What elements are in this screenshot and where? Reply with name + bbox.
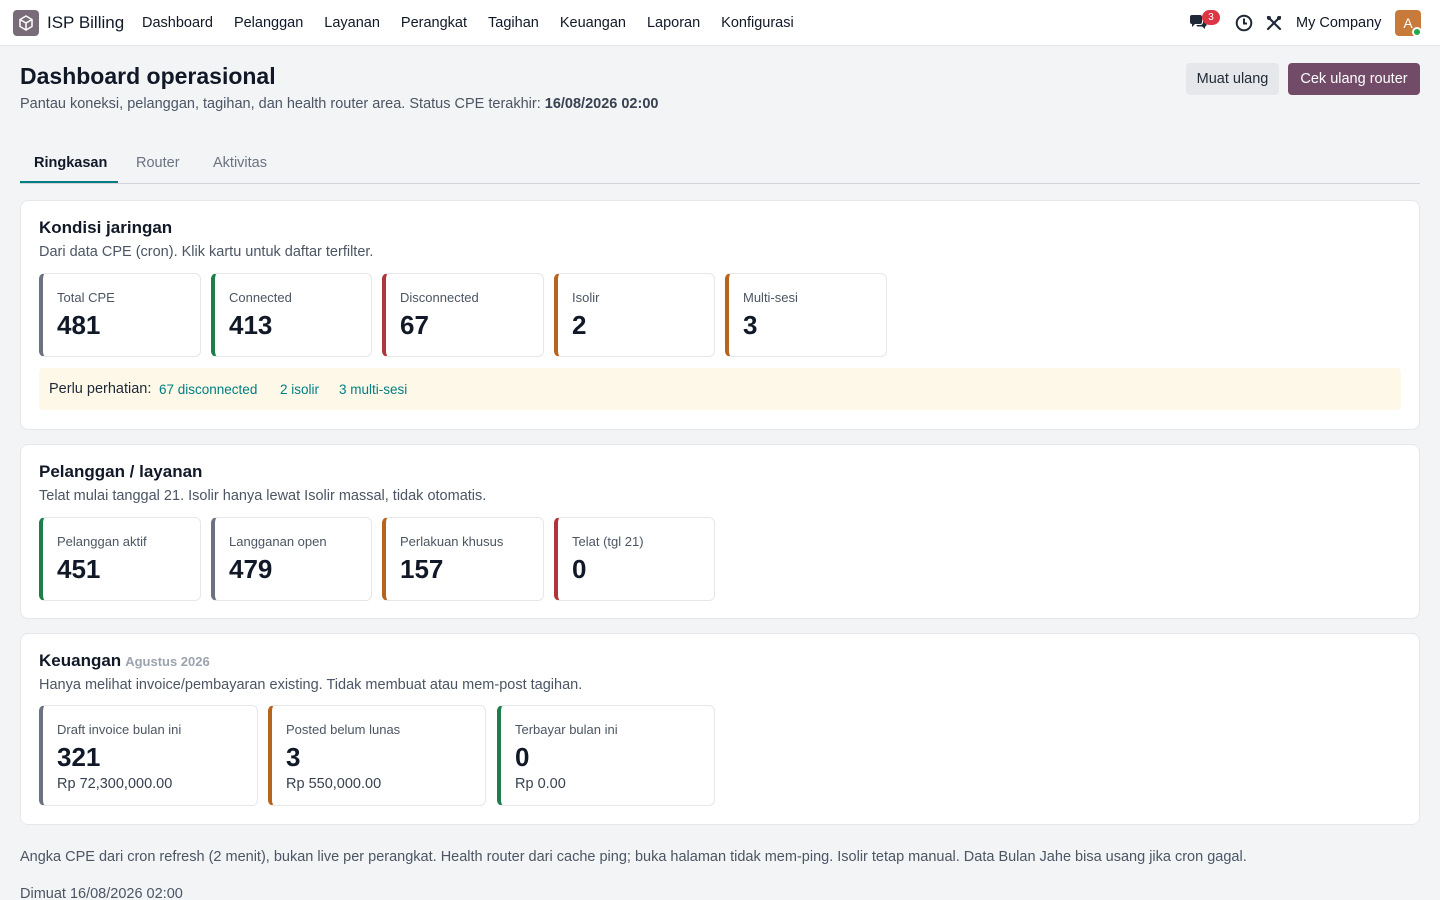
attention-link-isolir[interactable]: 2 isolir xyxy=(280,382,320,397)
active-tab-indicator xyxy=(20,181,118,183)
tab-bar: Ringkasan Router Aktivitas xyxy=(20,143,1420,184)
kpi-value: 481 xyxy=(57,310,101,340)
attention-label: Perlu perhatian: xyxy=(49,381,152,397)
reload-button[interactable]: Muat ulang xyxy=(1186,63,1279,95)
last-status-time: 16/08/2026 02:00 xyxy=(544,96,659,112)
app-name[interactable]: ISP Billing xyxy=(47,13,125,32)
menu-layanan[interactable]: Layanan xyxy=(324,15,380,31)
kpi-label: Telat (tgl 21) xyxy=(572,534,644,549)
kpi-connected[interactable]: Connected 413 xyxy=(211,273,372,357)
loaded-timestamp: Dimuat 16/08/2026 02:00 xyxy=(20,886,183,900)
kpi-value: 479 xyxy=(229,554,273,584)
network-section-subtitle: Dari data CPE (cron). Klik kartu untuk d… xyxy=(39,244,374,260)
kpi-amount: Rp 72,300,000.00 xyxy=(57,776,173,792)
kpi-value: 3 xyxy=(286,742,301,772)
main-menu: Dashboard Pelanggan Layanan Perangkat Ta… xyxy=(142,15,815,31)
page-subtitle: Pantau koneksi, pelanggan, tagihan, dan … xyxy=(20,96,658,112)
kpi-label: Disconnected xyxy=(400,290,479,305)
user-avatar[interactable]: A xyxy=(1395,10,1421,36)
kpi-label: Perlakuan khusus xyxy=(400,534,504,549)
network-section: Kondisi jaringan Dari data CPE (cron). K… xyxy=(20,200,1420,430)
kpi-label: Isolir xyxy=(572,290,600,305)
kpi-label: Connected xyxy=(229,290,292,305)
kpi-label: Langganan open xyxy=(229,534,327,549)
customers-section: Pelanggan / layanan Telat mulai tanggal … xyxy=(20,444,1420,619)
kpi-value: 321 xyxy=(57,742,101,772)
kpi-isolir[interactable]: Isolir 2 xyxy=(554,273,715,357)
kpi-total-cpe[interactable]: Total CPE 481 xyxy=(39,273,201,357)
kpi-label: Posted belum lunas xyxy=(286,722,401,737)
attention-link-disconnected[interactable]: 67 disconnected xyxy=(159,382,258,397)
menu-pelanggan[interactable]: Pelanggan xyxy=(233,15,304,31)
kpi-multi-session[interactable]: Multi-sesi 3 xyxy=(725,273,887,357)
footnote: Angka CPE dari cron refresh (2 menit), b… xyxy=(20,849,1247,865)
kpi-amount: Rp 0.00 xyxy=(515,776,566,792)
menu-dashboard[interactable]: Dashboard xyxy=(142,15,213,31)
kpi-posted-unpaid[interactable]: Posted belum lunas 3 Rp 550,000.00 xyxy=(268,705,486,806)
kpi-label: Total CPE xyxy=(57,290,115,305)
kpi-late[interactable]: Telat (tgl 21) 0 xyxy=(554,517,715,601)
tab-router[interactable]: Router xyxy=(136,155,180,171)
tab-aktivitas[interactable]: Aktivitas xyxy=(213,155,267,171)
menu-konfigurasi[interactable]: Konfigurasi xyxy=(721,15,794,31)
kpi-value: 451 xyxy=(57,554,101,584)
clock-icon[interactable] xyxy=(1234,13,1254,33)
top-navbar: ISP Billing Dashboard Pelanggan Layanan … xyxy=(0,0,1440,46)
kpi-value: 3 xyxy=(743,310,758,340)
tools-icon[interactable] xyxy=(1264,13,1284,33)
network-section-title: Kondisi jaringan xyxy=(39,218,173,237)
kpi-active-customers[interactable]: Pelanggan aktif 451 xyxy=(39,517,201,601)
kpi-value: 413 xyxy=(229,310,273,340)
menu-keuangan[interactable]: Keuangan xyxy=(559,15,626,31)
kpi-label: Multi-sesi xyxy=(743,290,798,305)
finance-section: Keuangan Agustus 2026 Hanya melihat invoi… xyxy=(20,633,1420,825)
attention-link-multi-session[interactable]: 3 multi-sesi xyxy=(339,382,408,397)
online-status-icon xyxy=(1412,27,1422,37)
finance-title: Keuangan xyxy=(39,651,122,670)
menu-perangkat[interactable]: Perangkat xyxy=(400,15,468,31)
kpi-value: 2 xyxy=(572,310,587,340)
kpi-special-treatment[interactable]: Perlakuan khusus 157 xyxy=(382,517,544,601)
kpi-label: Terbayar bulan ini xyxy=(515,722,618,737)
kpi-value: 0 xyxy=(572,554,587,584)
page-subtitle-text: Pantau koneksi, pelanggan, tagihan, dan … xyxy=(20,96,541,112)
menu-laporan[interactable]: Laporan xyxy=(646,15,701,31)
finance-section-title: Keuangan Agustus 2026 xyxy=(39,651,210,671)
kpi-value: 67 xyxy=(400,310,429,340)
recheck-router-button[interactable]: Cek ulang router xyxy=(1288,63,1420,95)
page-title: Dashboard operasional xyxy=(20,63,276,89)
finance-period: Agustus 2026 xyxy=(125,654,210,669)
kpi-label: Draft invoice bulan ini xyxy=(57,722,182,737)
messages-count-badge: 3 xyxy=(1202,10,1220,25)
menu-tagihan[interactable]: Tagihan xyxy=(488,15,539,31)
kpi-disconnected[interactable]: Disconnected 67 xyxy=(382,273,544,357)
customers-section-title: Pelanggan / layanan xyxy=(39,462,203,481)
kpi-value: 157 xyxy=(400,554,444,584)
kpi-amount: Rp 550,000.00 xyxy=(286,776,382,792)
finance-section-subtitle: Hanya melihat invoice/pembayaran existin… xyxy=(39,677,583,693)
kpi-draft-invoices[interactable]: Draft invoice bulan ini 321 Rp 72,300,00… xyxy=(39,705,258,806)
company-switcher[interactable]: My Company xyxy=(1296,15,1382,31)
kpi-paid-this-month[interactable]: Terbayar bulan ini 0 Rp 0.00 xyxy=(497,705,715,806)
kpi-label: Pelanggan aktif xyxy=(57,534,147,549)
customers-section-subtitle: Telat mulai tanggal 21. Isolir hanya lew… xyxy=(39,488,487,504)
app-logo-icon[interactable] xyxy=(13,10,39,36)
kpi-open-subscriptions[interactable]: Langganan open 479 xyxy=(211,517,372,601)
tab-ringkasan[interactable]: Ringkasan xyxy=(34,155,108,171)
kpi-value: 0 xyxy=(515,742,530,772)
attention-banner: Perlu perhatian: 67 disconnected 2 isoli… xyxy=(39,368,1401,410)
